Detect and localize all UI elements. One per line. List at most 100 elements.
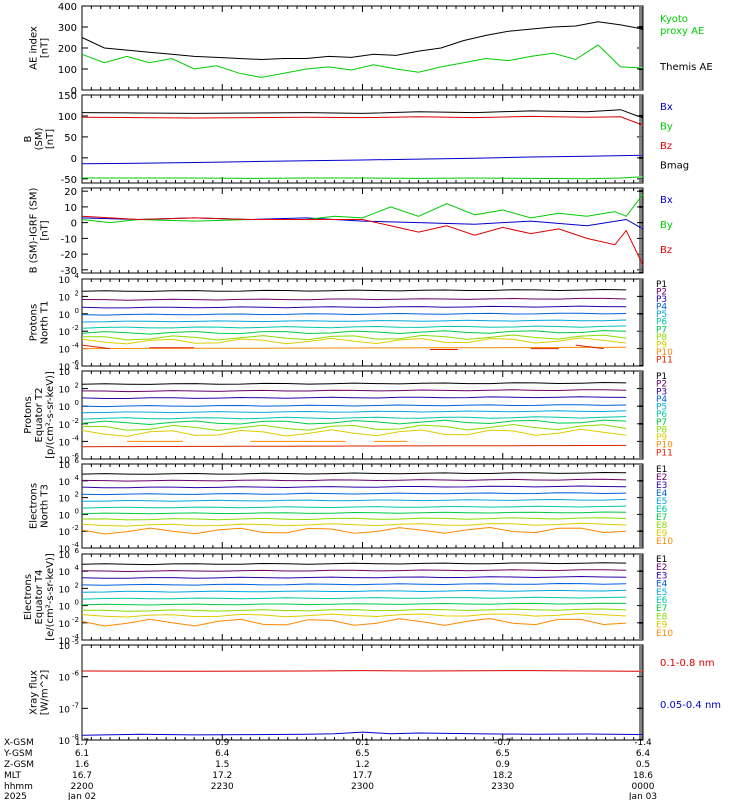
series-line-p4	[81, 404, 627, 408]
x-axis-row-label: 2025	[4, 792, 27, 800]
y-axis-label: Electrons	[29, 483, 40, 529]
x-minor-ticks	[81, 645, 644, 740]
legend-label: Bz	[660, 245, 672, 256]
y-tick-exponent: 6	[75, 547, 80, 555]
legend-label: P3	[656, 387, 667, 397]
y-tick-label: 10	[59, 737, 71, 747]
y-tick-exponent: -2	[72, 616, 79, 624]
y-tick-exponent: 0	[75, 599, 79, 607]
panel-frame	[81, 553, 644, 641]
legend-label: E9	[656, 621, 668, 631]
legend-label: P9	[656, 433, 667, 443]
y-tick-exponent: -2	[72, 417, 79, 425]
y-tick-label: 10	[59, 642, 71, 652]
y-tick-exponent: -2	[72, 524, 79, 532]
y-axis-label: B	[23, 135, 34, 142]
series-line-e9	[81, 612, 627, 618]
y-tick-label: 10	[59, 421, 71, 431]
legend-label: Bx	[660, 102, 673, 113]
y-tick-label: 10	[59, 328, 71, 338]
series-line-p9	[81, 428, 627, 437]
y-tick-label: 10	[59, 456, 71, 466]
legend-label: E4	[656, 580, 668, 590]
legend-label: P10	[656, 441, 673, 451]
y-axis-label: [e/(cm²-s-sr-keV)]	[45, 553, 56, 641]
x-axis-row-value: 0.5	[636, 760, 650, 770]
x-axis-row-value: 1.2	[355, 760, 369, 770]
series-line-p7	[81, 419, 627, 426]
series-line-bz	[81, 215, 644, 266]
legend-label: E6	[656, 596, 668, 606]
right-tick-band	[639, 463, 643, 549]
series-line-p1	[81, 288, 627, 292]
x-axis-row-value: -0.7	[494, 738, 512, 748]
x-minor-ticks	[81, 279, 644, 366]
y-tick-exponent: 4	[75, 272, 80, 280]
legend-label: P11	[656, 355, 673, 365]
series-line-e10	[81, 526, 627, 535]
x-minor-ticks	[81, 188, 644, 273]
y-tick-exponent: 2	[75, 491, 79, 499]
y-tick-label: 10	[59, 363, 71, 373]
x-axis-row-value: 2330	[491, 782, 514, 792]
series-line-p2	[81, 389, 627, 393]
y-tick-label: 10	[59, 478, 71, 488]
y-tick-label: 0	[71, 86, 77, 97]
y-tick-exponent: -5	[72, 638, 79, 646]
y-tick-label: 10	[59, 637, 71, 647]
y-tick-exponent: -4	[72, 434, 80, 442]
x-axis-table: X-GSM 1.7 0.9 0.1 -0.7 -1.4 Y-GSM 6.1 6.4 6.5 6.5 6…	[3, 738, 657, 800]
series-line-p9	[81, 337, 627, 345]
x-minor-ticks	[81, 6, 644, 90]
y-tick-exponent: 2	[75, 382, 79, 390]
series-line-bz	[81, 115, 644, 126]
series-line-themis-ae	[81, 21, 644, 61]
series-line-e5	[81, 498, 627, 502]
legend-label: P6	[656, 318, 667, 328]
y-axis-label: [nT]	[40, 38, 51, 58]
y-tick-label: 20	[64, 187, 77, 198]
series-line-by	[82, 176, 644, 180]
y-tick-label: 10	[59, 495, 71, 505]
x-axis-row-value: Jan 02	[67, 792, 96, 800]
x-minor-ticks	[81, 95, 644, 183]
y-axis-label: Protons	[29, 304, 40, 341]
legend-label: P3	[656, 295, 667, 305]
y-tick-label: 10	[59, 346, 71, 356]
legend-label: P7	[656, 325, 667, 335]
series-line-p4	[81, 312, 627, 316]
series-line-e6	[81, 505, 627, 509]
x-axis-row-value: 17.2	[212, 771, 232, 781]
legend-label: E10	[656, 537, 673, 547]
y-tick-exponent: -4	[72, 541, 80, 549]
x-axis-row-value: 1.7	[75, 738, 89, 748]
x-axis-row-label: hhmm	[4, 782, 33, 792]
series-line-e5	[81, 589, 627, 593]
legend-label: E3	[656, 481, 667, 491]
y-axis-label: Equator T4	[34, 570, 45, 625]
y-tick-exponent: -8	[72, 733, 79, 741]
legend-label: E2	[656, 473, 667, 483]
y-tick-label: 10	[59, 545, 71, 555]
x-axis-row-value: 2300	[351, 782, 374, 792]
y-tick-exponent: 2	[75, 581, 79, 589]
x-minor-ticks	[81, 554, 644, 640]
panel-bigrf: -30 -20 -10 0 10 20 B (SM)-IGRF (SM) [nT] Bx By Bz	[29, 187, 673, 277]
panel-frame	[81, 94, 644, 184]
x-axis-row-value: 0.1	[355, 738, 369, 748]
series-line-e8	[82, 608, 627, 612]
x-axis-row-value: 16.7	[72, 771, 92, 781]
series-line-by	[81, 193, 644, 224]
legend-label: E7	[656, 604, 667, 614]
legend-label: E5	[656, 588, 667, 598]
x-axis-row-value: 6.4	[636, 749, 651, 759]
y-tick-label: 10	[59, 528, 71, 538]
y-axis-label: North T3	[40, 484, 51, 528]
series-line-p3	[81, 396, 627, 399]
right-tick-band	[639, 370, 643, 460]
x-axis-row-value: 1.5	[215, 760, 229, 770]
y-tick-label: 10	[59, 674, 71, 684]
